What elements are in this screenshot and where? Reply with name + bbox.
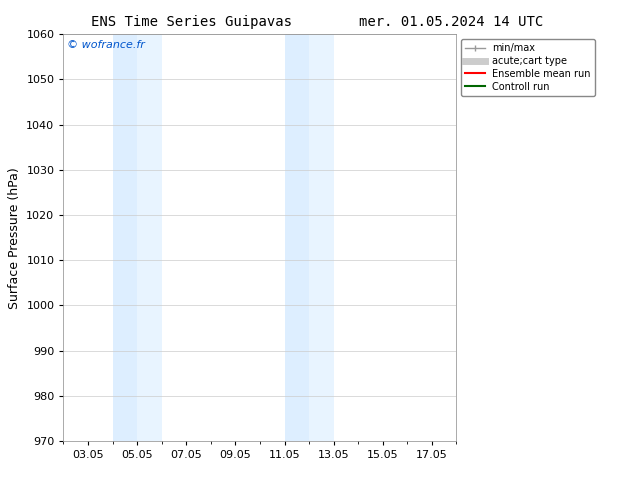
Bar (309, 34, 333, 441)
Bar (137, 34, 162, 441)
Y-axis label: Surface Pressure (hPa): Surface Pressure (hPa) (8, 167, 21, 309)
Bar (113, 34, 137, 441)
Legend: min/max, acute;cart type, Ensemble mean run, Controll run: min/max, acute;cart type, Ensemble mean … (462, 39, 595, 96)
Text: ENS Time Series Guipavas        mer. 01.05.2024 14 UTC: ENS Time Series Guipavas mer. 01.05.2024… (91, 15, 543, 29)
Bar (285, 34, 309, 441)
Text: © wofrance.fr: © wofrance.fr (67, 40, 145, 50)
